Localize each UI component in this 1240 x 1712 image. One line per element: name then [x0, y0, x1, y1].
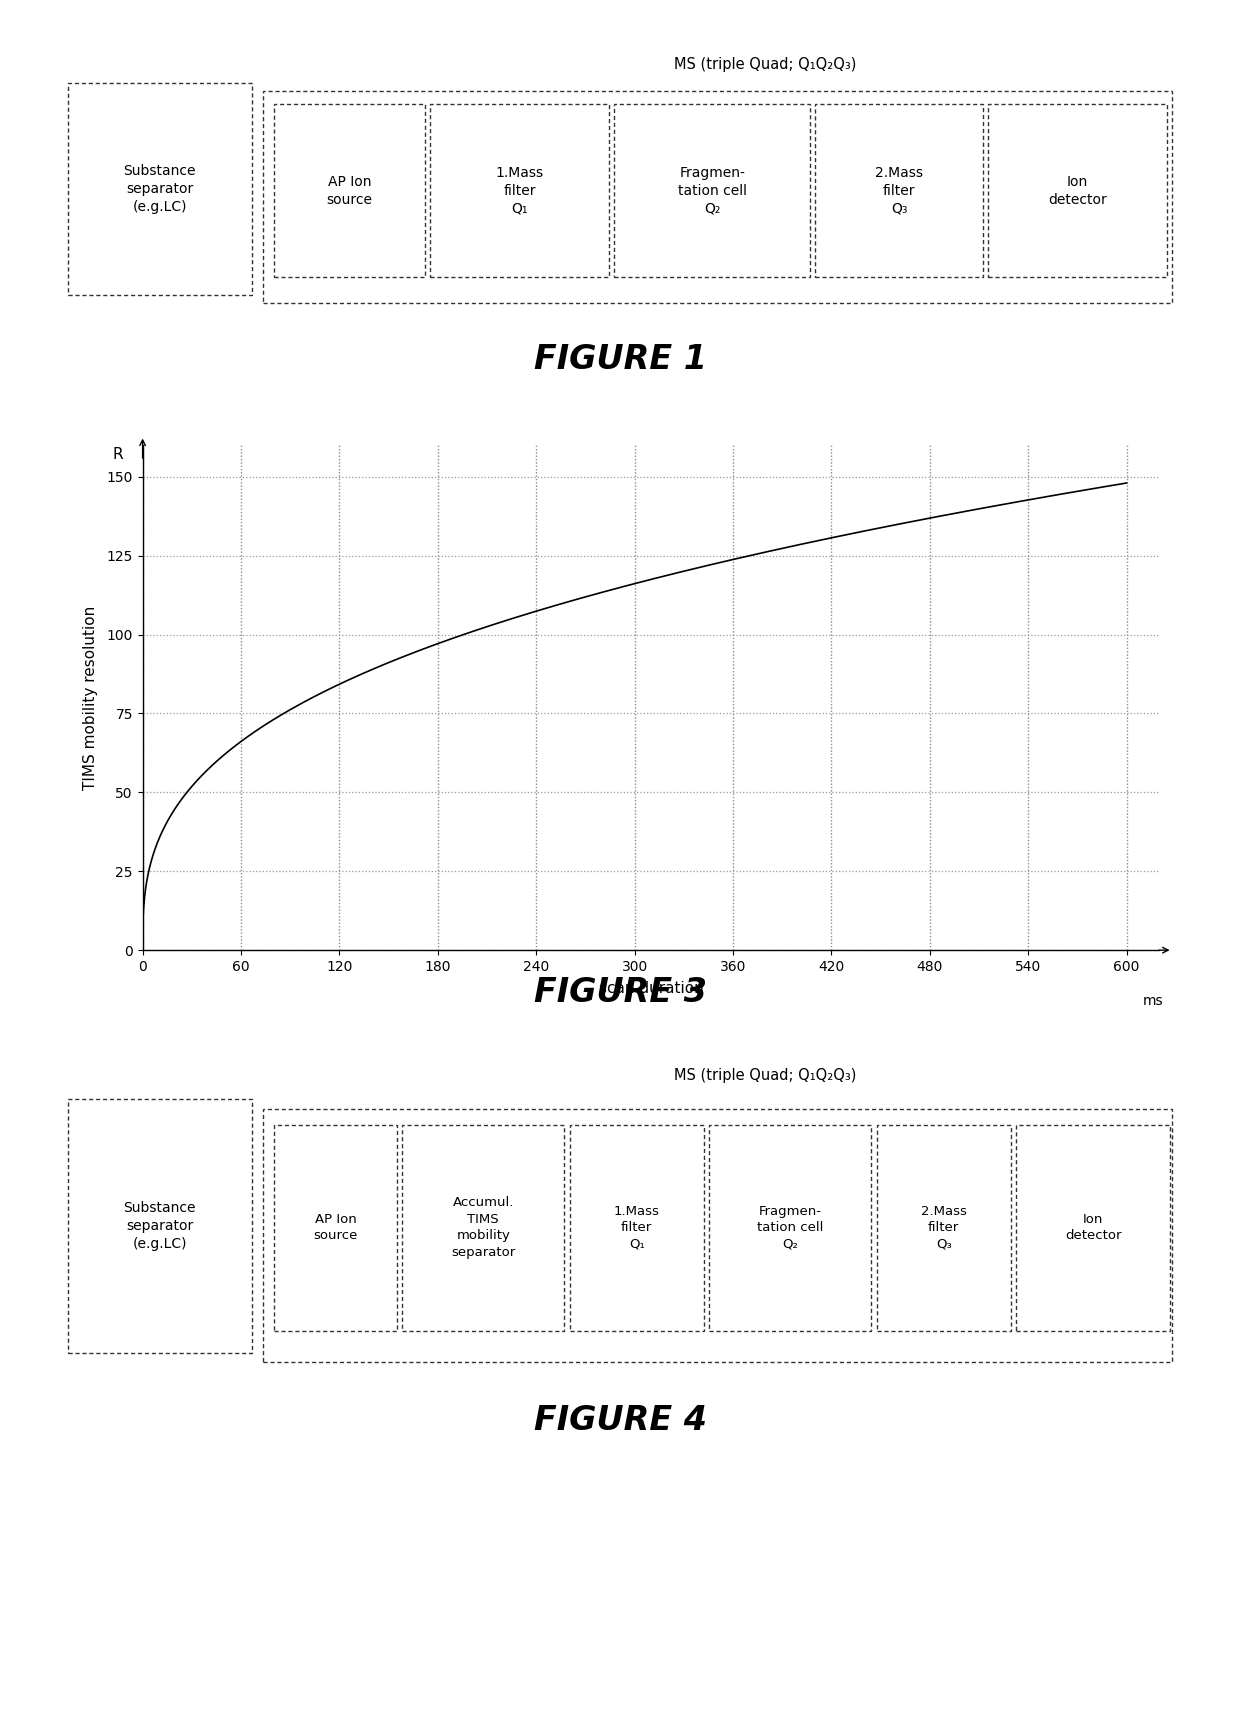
Text: AP Ion
source: AP Ion source: [326, 175, 372, 207]
Bar: [1017, 1125, 1171, 1330]
Text: 2.Mass
filter
Q₃: 2.Mass filter Q₃: [875, 166, 923, 216]
Text: Fragmen-
tation cell
Q₂: Fragmen- tation cell Q₂: [677, 166, 746, 216]
Text: 1.Mass
filter
Q₁: 1.Mass filter Q₁: [614, 1205, 660, 1251]
Bar: [263, 1109, 1173, 1363]
Bar: [877, 1125, 1011, 1330]
Bar: [402, 1125, 564, 1330]
Text: Substance
separator
(e.g.LC): Substance separator (e.g.LC): [124, 164, 196, 214]
Text: FIGURE 4: FIGURE 4: [533, 1404, 707, 1438]
Bar: [816, 104, 982, 277]
Bar: [615, 104, 810, 277]
Bar: [274, 104, 424, 277]
Text: 1.Mass
filter
Q₁: 1.Mass filter Q₁: [496, 166, 543, 216]
Text: MS (triple Quad; Q₁Q₂Q₃): MS (triple Quad; Q₁Q₂Q₃): [673, 1068, 857, 1082]
Text: Fragmen-
tation cell
Q₂: Fragmen- tation cell Q₂: [756, 1205, 823, 1251]
Bar: [274, 1125, 397, 1330]
Text: ms: ms: [1143, 995, 1163, 1008]
Text: Substance
separator
(e.g.LC): Substance separator (e.g.LC): [124, 1202, 196, 1251]
Bar: [430, 104, 609, 277]
X-axis label: scan duration: scan duration: [599, 981, 703, 996]
Text: Ion
detector: Ion detector: [1048, 175, 1107, 207]
Bar: [709, 1125, 872, 1330]
Bar: [67, 1099, 252, 1352]
Text: 2.Mass
filter
Q₃: 2.Mass filter Q₃: [921, 1205, 966, 1251]
Bar: [263, 91, 1173, 303]
Text: AP Ion
source: AP Ion source: [314, 1214, 357, 1243]
Y-axis label: TIMS mobility resolution: TIMS mobility resolution: [83, 606, 98, 789]
Bar: [569, 1125, 704, 1330]
Text: R: R: [113, 447, 123, 462]
Text: Ion
detector: Ion detector: [1065, 1214, 1121, 1243]
Text: FIGURE 1: FIGURE 1: [533, 342, 707, 377]
Bar: [67, 84, 252, 296]
Bar: [988, 104, 1167, 277]
Text: MS (triple Quad; Q₁Q₂Q₃): MS (triple Quad; Q₁Q₂Q₃): [673, 56, 857, 72]
Text: Accumul.
TIMS
mobility
separator: Accumul. TIMS mobility separator: [451, 1197, 516, 1258]
Text: FIGURE 3: FIGURE 3: [533, 976, 707, 1010]
